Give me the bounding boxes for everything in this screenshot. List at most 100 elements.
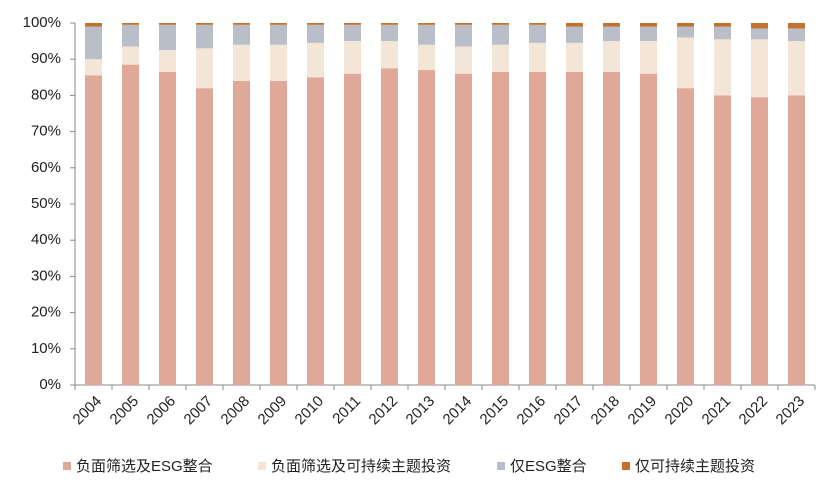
x-tick-label: 2004 <box>70 393 106 429</box>
bar-segment <box>788 28 805 42</box>
x-tick-label: 2019 <box>625 393 661 429</box>
y-tick-label: 20% <box>31 304 61 321</box>
bar-segment <box>529 42 546 72</box>
bar-segment <box>529 71 546 386</box>
bar-segment <box>751 39 768 98</box>
bar-segment <box>640 23 657 27</box>
bar-segment <box>640 26 657 42</box>
bar-segment <box>233 44 250 81</box>
bar-segment <box>566 26 583 43</box>
y-tick-label: 10% <box>31 340 61 357</box>
bar-segment <box>307 23 324 25</box>
y-tick-label: 90% <box>31 50 61 67</box>
bar-segment <box>714 26 731 40</box>
bar-segment <box>307 77 324 386</box>
bar-segment <box>640 73 657 386</box>
legend-label: 负面筛选及ESG整合 <box>76 458 213 475</box>
bar-segment <box>455 24 472 47</box>
x-tick-label: 2020 <box>662 393 698 429</box>
x-tick-label: 2009 <box>255 393 291 429</box>
bar-segment <box>85 26 102 60</box>
bar-segment <box>603 26 620 42</box>
bar-segment <box>603 41 620 72</box>
bar-segment <box>307 42 324 78</box>
bar-segment <box>344 41 361 74</box>
bar-segment <box>529 24 546 43</box>
x-tick-label: 2021 <box>699 393 735 429</box>
bar-segment <box>788 41 805 96</box>
bar-segment <box>677 37 694 89</box>
bar-segment <box>418 44 435 71</box>
y-tick-label: 0% <box>39 376 61 393</box>
bar-segment <box>159 50 176 72</box>
x-tick-label: 2014 <box>440 393 476 429</box>
bar-segment <box>381 41 398 69</box>
bar-segment <box>270 80 287 386</box>
y-tick-label: 40% <box>31 231 61 248</box>
bar-segment <box>344 23 361 25</box>
y-tick-label: 70% <box>31 123 61 140</box>
legend-label: 仅可持续主题投资 <box>635 458 755 475</box>
bar-segment <box>85 59 102 76</box>
x-tick-label: 2017 <box>551 393 587 429</box>
bar-segment <box>196 88 213 385</box>
bar-segment <box>751 28 768 40</box>
bar-segment <box>122 46 139 65</box>
legend-label: 负面筛选及可持续主题投资 <box>271 458 451 475</box>
x-tick-label: 2016 <box>514 393 550 429</box>
bar-segment <box>418 23 435 25</box>
bar-segment <box>751 97 768 386</box>
y-tick-label: 80% <box>31 86 61 103</box>
legend-label: 仅ESG整合 <box>510 458 587 475</box>
legend-marker <box>622 462 630 470</box>
bar-segment <box>196 24 213 49</box>
bar-segment <box>196 23 213 25</box>
bar-segment <box>603 71 620 386</box>
bar-segment <box>714 39 731 96</box>
legend-marker <box>258 462 266 470</box>
bar-segment <box>529 23 546 25</box>
x-tick-label: 2012 <box>366 393 402 429</box>
bar-segment <box>344 73 361 386</box>
bar-segment <box>455 73 472 386</box>
bar-segment <box>344 24 361 42</box>
bar-segment <box>492 24 509 45</box>
bar-segment <box>677 23 694 27</box>
bar-segment <box>159 24 176 51</box>
bar-segment <box>85 75 102 386</box>
x-tick-label: 2011 <box>329 393 364 428</box>
legend-marker <box>63 462 71 470</box>
bar-segment <box>714 23 731 27</box>
bar-segment <box>566 42 583 72</box>
y-tick-label: 100% <box>23 14 61 31</box>
x-tick-label: 2023 <box>773 393 809 429</box>
bar-segment <box>492 44 509 72</box>
bar-segment <box>85 23 102 27</box>
x-tick-label: 2013 <box>403 393 439 429</box>
bar-segment <box>418 24 435 45</box>
x-tick-label: 2010 <box>292 393 328 429</box>
bar-segment <box>122 64 139 385</box>
bar-segment <box>381 24 398 42</box>
bar-segment <box>381 68 398 385</box>
bar-segment <box>566 71 583 386</box>
bar-segment <box>270 24 287 45</box>
y-tick-label: 50% <box>31 195 61 212</box>
x-tick-label: 2022 <box>736 393 772 429</box>
x-tick-label: 2006 <box>144 393 180 429</box>
bar-segment <box>233 24 250 45</box>
bar-segment <box>751 23 768 29</box>
x-tick-label: 2008 <box>218 393 254 429</box>
bar-segment <box>159 23 176 25</box>
bar-segment <box>159 71 176 386</box>
bar-segment <box>381 23 398 25</box>
bar-segment <box>196 48 213 89</box>
bar-segment <box>603 23 620 27</box>
bar-segment <box>714 95 731 386</box>
y-tick-label: 30% <box>31 267 61 284</box>
bar-segment <box>233 23 250 25</box>
bar-segment <box>640 41 657 74</box>
x-tick-label: 2018 <box>588 393 624 429</box>
bar-segment <box>455 46 472 74</box>
